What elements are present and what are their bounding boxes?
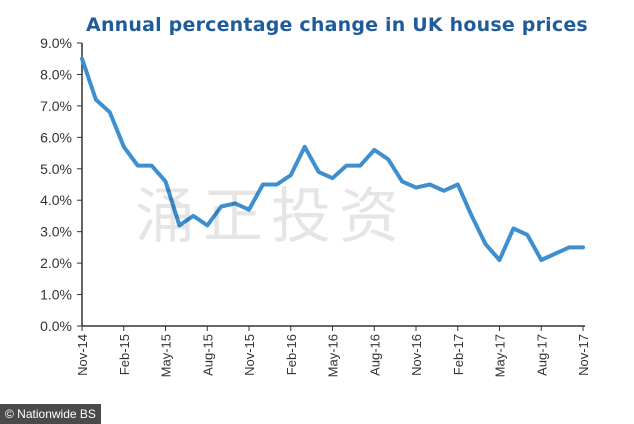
x-tick-label: Aug-15 bbox=[200, 334, 215, 376]
y-tick-label: 1.0% bbox=[40, 287, 72, 303]
y-tick-label: 7.0% bbox=[40, 98, 72, 114]
y-tick-label: 2.0% bbox=[40, 255, 72, 271]
chart-axes bbox=[81, 43, 585, 327]
x-tick-label: Nov-17 bbox=[576, 334, 591, 376]
y-tick-label: 9.0% bbox=[40, 35, 72, 51]
x-tick-label: Nov-15 bbox=[242, 334, 257, 376]
source-credit: © Nationwide BS bbox=[0, 404, 101, 424]
x-tick-label: May-16 bbox=[326, 334, 341, 377]
x-tick-label: May-15 bbox=[159, 334, 174, 377]
series-group bbox=[80, 56, 585, 262]
x-tick-label: May-17 bbox=[493, 334, 508, 377]
series-line bbox=[80, 56, 585, 262]
y-tick-labels: 0.0% 1.0% 2.0% 3.0% 4.0% 5.0% 6.0% 7.0% 8.0% 9.0% bbox=[40, 35, 82, 334]
x-tick-label: Aug-16 bbox=[367, 334, 382, 376]
x-tick-label: Aug-17 bbox=[534, 334, 549, 376]
x-tick-label: Feb-15 bbox=[117, 334, 132, 375]
x-tick-labels: Nov-14 Feb-15 May-15 Aug-15 Nov-15 Feb-16 May-… bbox=[75, 326, 591, 377]
x-tick-label: Feb-17 bbox=[451, 334, 466, 375]
x-tick-label: Feb-16 bbox=[284, 334, 299, 375]
y-tick-label: 6.0% bbox=[40, 129, 72, 145]
chart-title: Annual percentage change in UK house pri… bbox=[86, 14, 588, 36]
y-tick-label: 0.0% bbox=[40, 318, 72, 334]
x-tick-label: Nov-16 bbox=[409, 334, 424, 376]
y-tick-label: 8.0% bbox=[40, 66, 72, 82]
y-tick-label: 4.0% bbox=[40, 192, 72, 208]
x-tick-label: Nov-14 bbox=[75, 334, 90, 376]
y-tick-label: 3.0% bbox=[40, 224, 72, 240]
y-tick-label: 5.0% bbox=[40, 161, 72, 177]
